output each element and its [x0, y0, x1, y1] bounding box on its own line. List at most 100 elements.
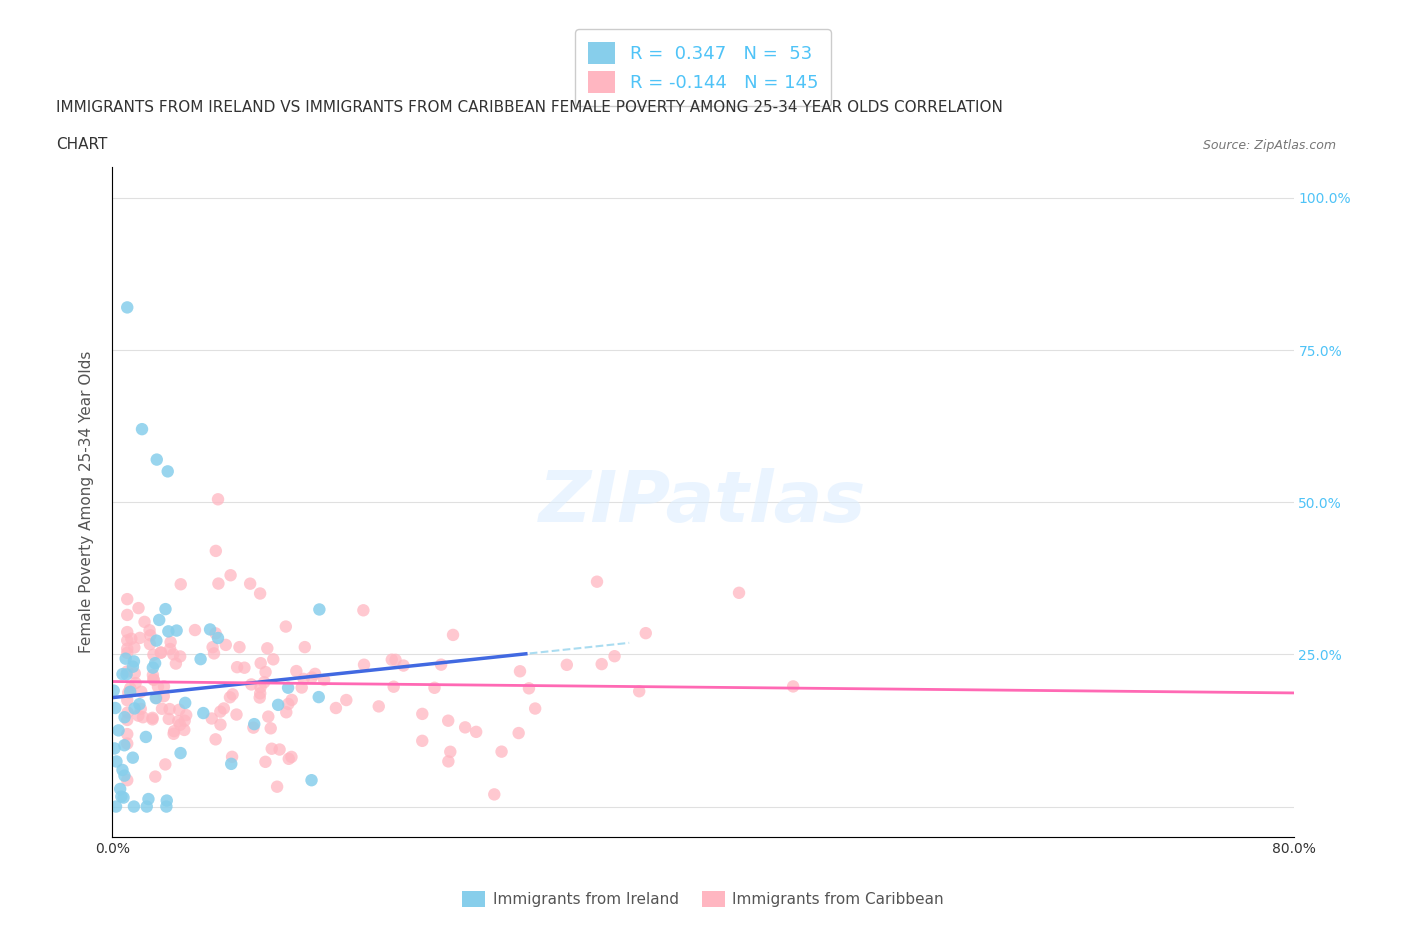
Immigrants from Ireland	[114, 710, 136, 724]
Immigrants from Ireland	[142, 660, 165, 675]
Immigrants from Ireland	[308, 690, 330, 705]
Immigrants from Caribbean	[384, 652, 406, 667]
Immigrants from Caribbean	[141, 711, 163, 725]
Immigrants from Ireland	[124, 701, 146, 716]
Immigrants from Caribbean	[117, 591, 138, 606]
Immigrants from Caribbean	[120, 631, 142, 646]
Immigrants from Ireland	[114, 651, 136, 666]
Immigrants from Caribbean	[233, 660, 256, 675]
Immigrants from Caribbean	[352, 603, 374, 618]
Immigrants from Ireland	[105, 754, 128, 769]
Immigrants from Caribbean	[274, 619, 297, 634]
Immigrants from Caribbean	[117, 726, 138, 741]
Immigrants from Ireland	[155, 799, 177, 814]
Immigrants from Caribbean	[256, 641, 278, 656]
Immigrants from Ireland	[114, 768, 136, 783]
Immigrants from Caribbean	[202, 646, 225, 661]
Immigrants from Ireland	[122, 654, 145, 669]
Immigrants from Caribbean	[454, 720, 477, 735]
Immigrants from Caribbean	[159, 642, 181, 657]
Immigrants from Caribbean	[437, 754, 460, 769]
Immigrants from Caribbean	[117, 712, 138, 727]
Immigrants from Caribbean	[603, 649, 626, 664]
Immigrants from Caribbean	[201, 711, 224, 726]
Immigrants from Caribbean	[294, 640, 316, 655]
Immigrants from Caribbean	[209, 704, 232, 719]
Immigrants from Ireland	[105, 799, 128, 814]
Immigrants from Caribbean	[174, 708, 197, 723]
Immigrants from Ireland	[110, 790, 132, 804]
Immigrants from Caribbean	[173, 723, 195, 737]
Immigrants from Ireland	[156, 464, 179, 479]
Immigrants from Caribbean	[128, 601, 150, 616]
Immigrants from Ireland	[111, 763, 134, 777]
Immigrants from Caribbean	[204, 732, 226, 747]
Immigrants from Ireland	[135, 799, 157, 814]
Immigrants from Caribbean	[430, 658, 453, 672]
Immigrants from Caribbean	[508, 725, 530, 740]
Immigrants from Caribbean	[219, 690, 242, 705]
Immigrants from Ireland	[145, 691, 167, 706]
Legend: Immigrants from Ireland, Immigrants from Caribbean: Immigrants from Ireland, Immigrants from…	[456, 884, 950, 913]
Immigrants from Caribbean	[304, 667, 326, 682]
Immigrants from Ireland	[301, 773, 323, 788]
Y-axis label: Female Poverty Among 25-34 Year Olds: Female Poverty Among 25-34 Year Olds	[79, 351, 94, 654]
Immigrants from Caribbean	[382, 679, 405, 694]
Immigrants from Caribbean	[441, 628, 464, 643]
Immigrants from Caribbean	[392, 658, 415, 673]
Immigrants from Caribbean	[152, 689, 174, 704]
Immigrants from Ireland	[117, 300, 138, 315]
Immigrants from Caribbean	[142, 672, 165, 687]
Immigrants from Caribbean	[139, 637, 162, 652]
Immigrants from Caribbean	[117, 773, 138, 788]
Immigrants from Caribbean	[249, 690, 271, 705]
Immigrants from Caribbean	[242, 720, 264, 735]
Immigrants from Caribbean	[249, 656, 271, 671]
Immigrants from Caribbean	[209, 717, 232, 732]
Immigrants from Caribbean	[634, 626, 657, 641]
Immigrants from Ireland	[112, 790, 135, 805]
Immigrants from Caribbean	[134, 615, 156, 630]
Immigrants from Caribbean	[173, 713, 195, 728]
Immigrants from Caribbean	[484, 787, 506, 802]
Immigrants from Ireland	[107, 723, 129, 737]
Immigrants from Caribbean	[143, 769, 166, 784]
Immigrants from Ireland	[219, 756, 242, 771]
Immigrants from Caribbean	[163, 724, 186, 738]
Immigrants from Caribbean	[162, 647, 184, 662]
Immigrants from Caribbean	[124, 666, 146, 681]
Immigrants from Caribbean	[150, 645, 173, 660]
Immigrants from Caribbean	[207, 492, 229, 507]
Immigrants from Ireland	[169, 746, 191, 761]
Immigrants from Caribbean	[226, 659, 249, 674]
Immigrants from Caribbean	[167, 702, 190, 717]
Immigrants from Caribbean	[150, 701, 173, 716]
Immigrants from Caribbean	[301, 670, 323, 684]
Immigrants from Caribbean	[204, 626, 226, 641]
Immigrants from Caribbean	[169, 649, 191, 664]
Immigrants from Ireland	[112, 737, 135, 752]
Immigrants from Ireland	[143, 656, 166, 671]
Immigrants from Caribbean	[219, 568, 242, 583]
Immigrants from Caribbean	[184, 622, 207, 637]
Immigrants from Caribbean	[205, 543, 228, 558]
Immigrants from Caribbean	[254, 665, 277, 680]
Immigrants from Caribbean	[335, 693, 357, 708]
Immigrants from Ireland	[120, 684, 142, 699]
Immigrants from Caribbean	[269, 742, 291, 757]
Immigrants from Ireland	[157, 624, 180, 639]
Immigrants from Caribbean	[170, 577, 193, 591]
Immigrants from Caribbean	[117, 664, 138, 679]
Immigrants from Ireland	[308, 602, 330, 617]
Immigrants from Caribbean	[117, 642, 138, 657]
Immigrants from Caribbean	[249, 680, 271, 695]
Immigrants from Caribbean	[254, 754, 277, 769]
Immigrants from Caribbean	[117, 705, 139, 720]
Immigrants from Caribbean	[509, 664, 531, 679]
Immigrants from Ireland	[138, 791, 160, 806]
Immigrants from Caribbean	[153, 679, 176, 694]
Immigrants from Caribbean	[591, 657, 613, 671]
Immigrants from Caribbean	[207, 576, 229, 591]
Immigrants from Caribbean	[221, 687, 243, 702]
Immigrants from Caribbean	[117, 607, 138, 622]
